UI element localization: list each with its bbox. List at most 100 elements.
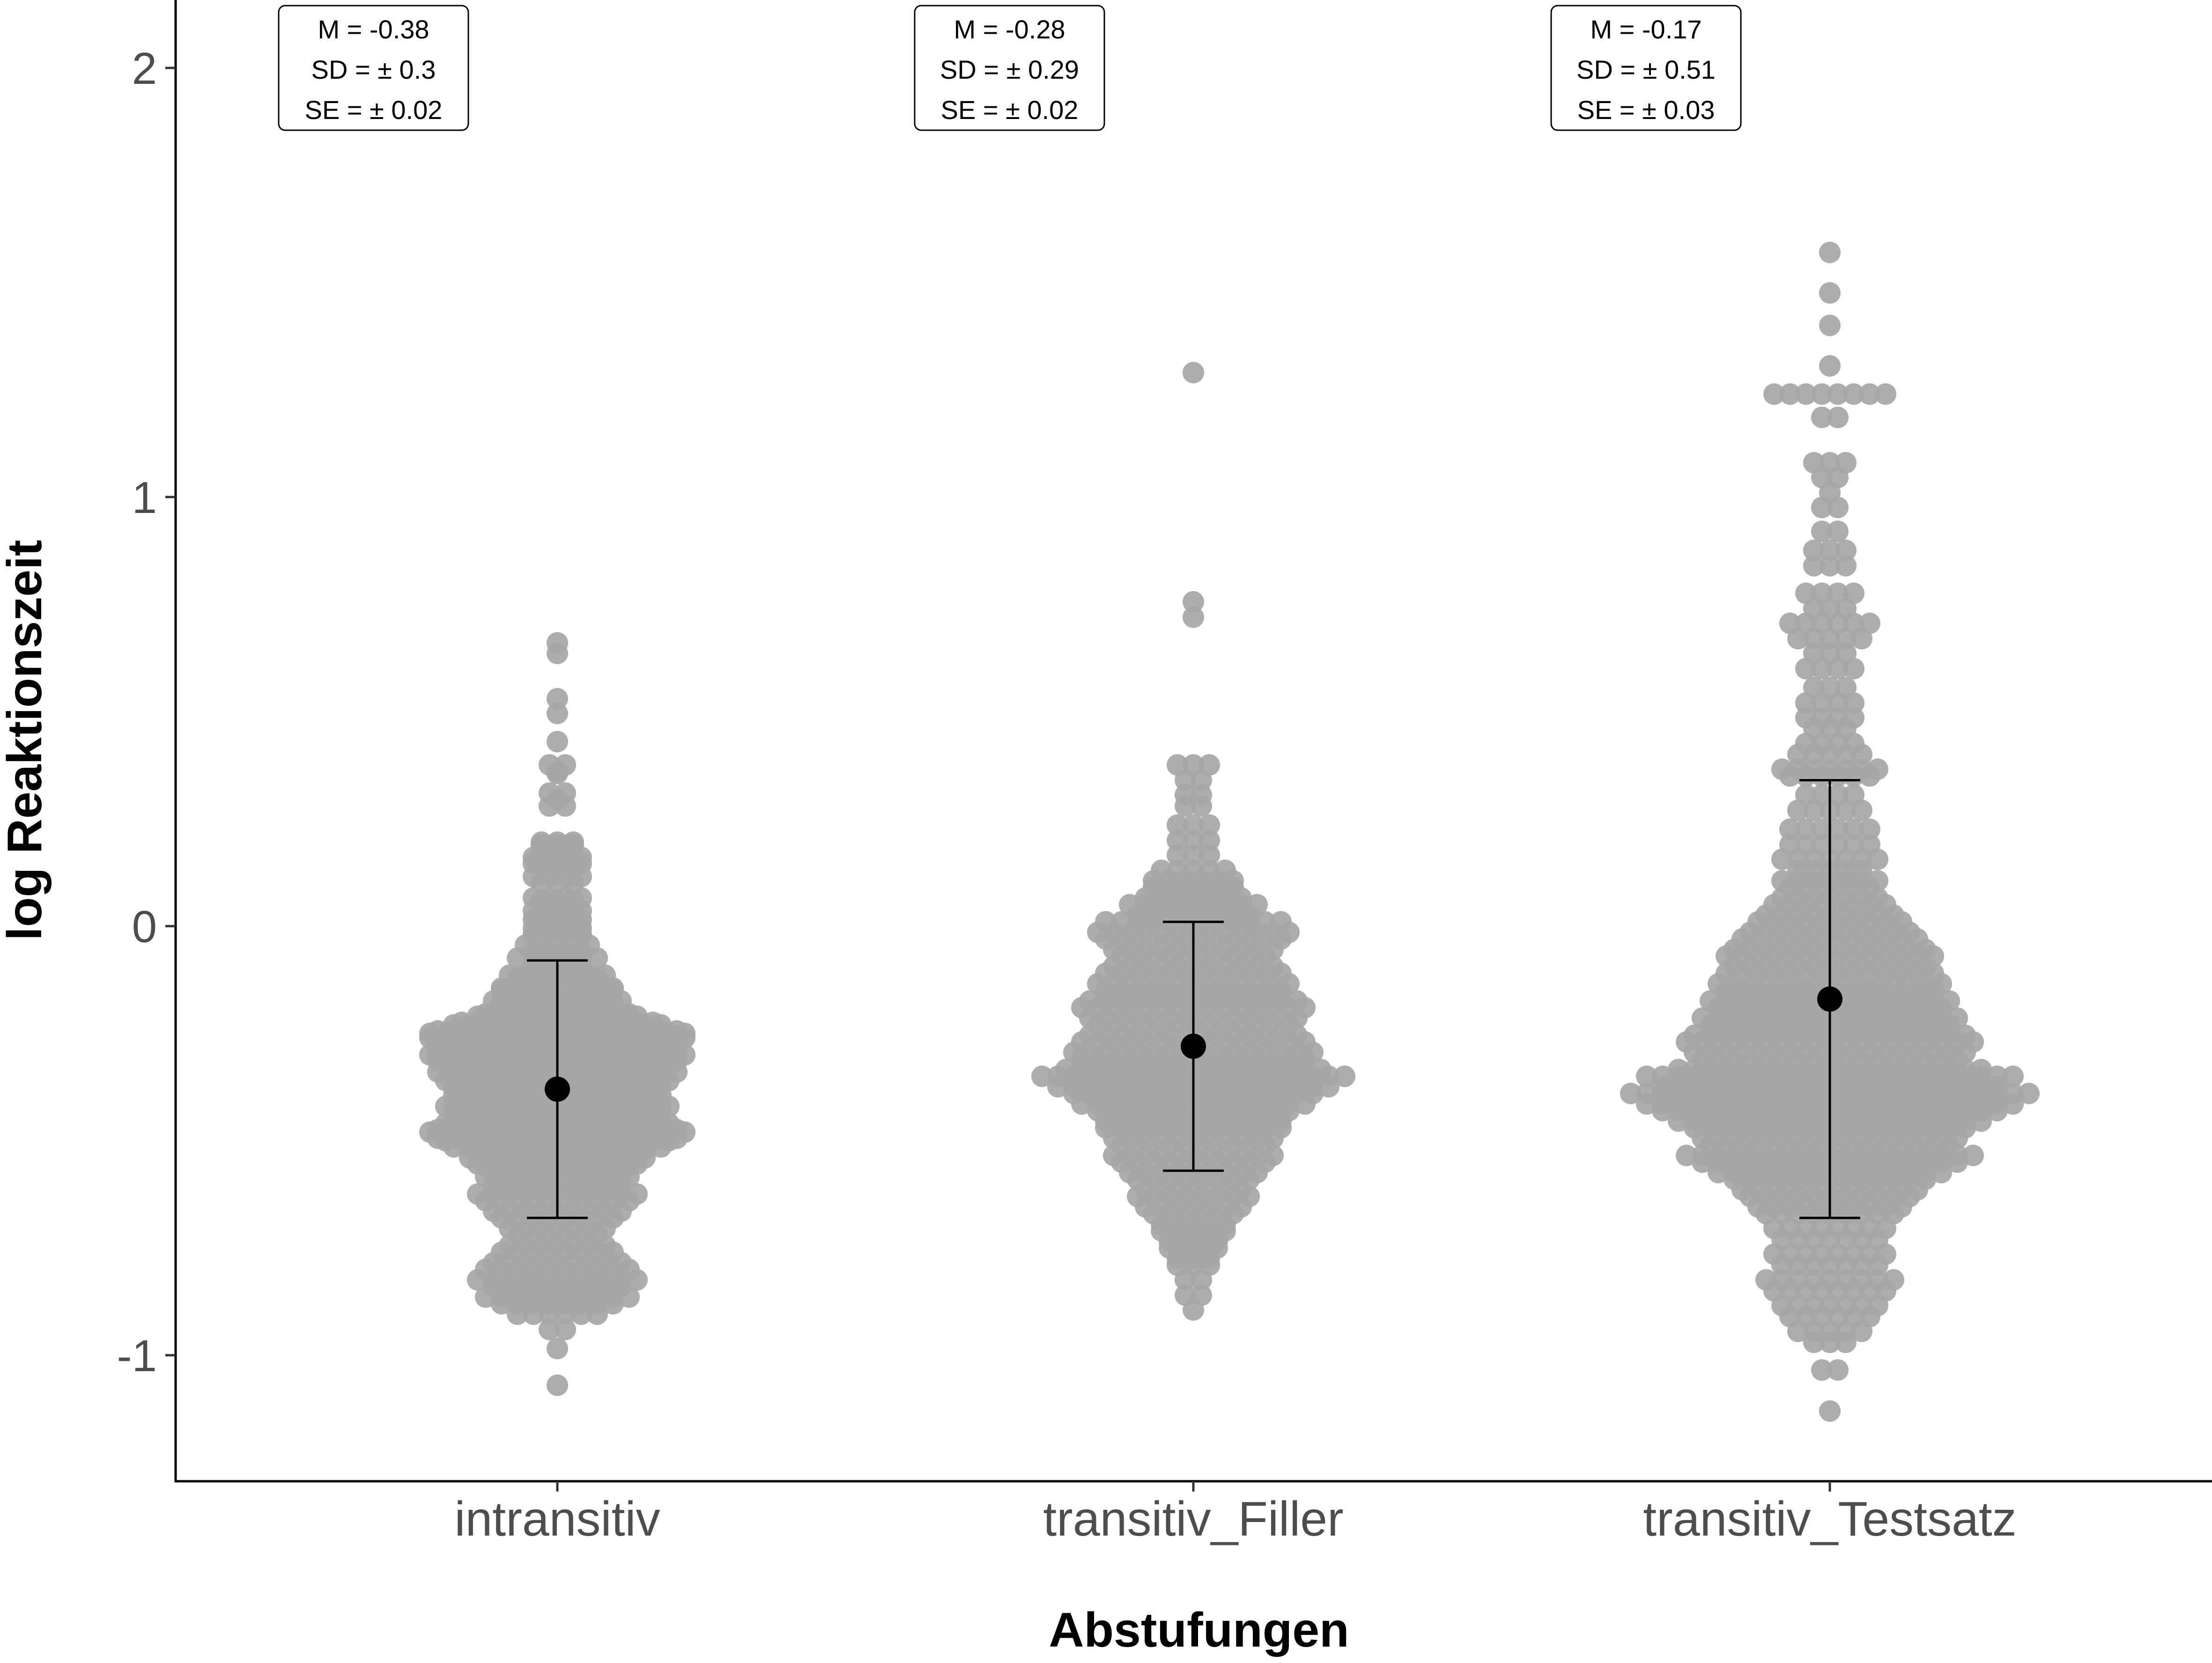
- data-point: [1167, 844, 1188, 866]
- data-point: [1334, 1065, 1355, 1087]
- data-point: [1787, 628, 1809, 650]
- data-point: [1771, 848, 1793, 870]
- data-point: [1779, 818, 1801, 840]
- data-point: [2002, 1065, 2024, 1087]
- data-point: [547, 763, 568, 785]
- data-point: [1811, 407, 1833, 428]
- data-point: [1867, 1254, 1888, 1276]
- data-point: [523, 1303, 544, 1325]
- data-point: [443, 1136, 465, 1158]
- data-point: [547, 703, 568, 724]
- data-point: [1851, 799, 1872, 821]
- data-point: [1652, 1099, 1673, 1121]
- data-point: [1795, 692, 1817, 714]
- data-point: [1787, 1254, 1809, 1276]
- data-point: [1811, 658, 1833, 680]
- data-point: [1835, 743, 1857, 765]
- stats-annotation-line: SE = ± 0.02: [941, 95, 1079, 125]
- data-point: [1787, 799, 1809, 821]
- data-point: [1167, 814, 1188, 836]
- data-point: [1819, 555, 1841, 577]
- data-point: [1859, 765, 1880, 787]
- stats-annotation-line: SE = ± 0.03: [1577, 95, 1715, 125]
- data-point: [1819, 1400, 1841, 1422]
- data-point: [1851, 628, 1872, 650]
- data-point: [1827, 692, 1849, 714]
- stats-annotation-line: M = -0.17: [1590, 15, 1702, 44]
- x-tick-label: intransitiv: [454, 1492, 660, 1546]
- data-point: [1843, 383, 1864, 405]
- data-point: [650, 1136, 672, 1158]
- data-point: [1819, 355, 1841, 377]
- data-point: [1811, 520, 1833, 542]
- data-point: [1779, 383, 1801, 405]
- data-point: [1191, 795, 1212, 817]
- data-point: [1859, 818, 1880, 840]
- data-point: [1175, 1269, 1196, 1291]
- data-point: [586, 1303, 608, 1325]
- data-point: [1183, 606, 1204, 628]
- data-point: [547, 642, 568, 664]
- data-point: [1851, 743, 1872, 765]
- data-point: [1183, 591, 1204, 613]
- data-point: [1803, 799, 1825, 821]
- data-point: [1827, 818, 1849, 840]
- data-point: [547, 688, 568, 710]
- y-axis-title: log Reaktionszeit: [0, 540, 52, 940]
- data-point: [1803, 743, 1825, 765]
- data-point: [1867, 848, 1888, 870]
- x-axis-title: Abstufungen: [1049, 1603, 1349, 1657]
- x-tick-label: transitiv_Filler: [1043, 1492, 1343, 1546]
- data-point: [1819, 539, 1841, 561]
- y-tick-label: -1: [117, 1331, 157, 1381]
- data-point: [1183, 1299, 1204, 1321]
- data-point: [1819, 1331, 1841, 1353]
- data-point: [2018, 1083, 2040, 1105]
- data-point: [1167, 829, 1188, 851]
- data-point: [1811, 383, 1833, 405]
- data-point: [1198, 844, 1220, 866]
- stats-annotation: M = -0.17 SD = ± 0.51 SE = ± 0.03: [1550, 5, 1742, 131]
- mean-point: [1181, 1033, 1206, 1059]
- data-point: [1771, 1254, 1793, 1276]
- data-point: [1851, 1321, 1872, 1342]
- data-point: [1183, 362, 1204, 384]
- data-point: [1191, 1269, 1212, 1291]
- data-point: [547, 1374, 568, 1396]
- data-point: [1827, 1359, 1849, 1381]
- data-point: [1835, 1331, 1857, 1353]
- data-point: [1835, 539, 1857, 561]
- stats-annotation-line: SD = ± 0.29: [940, 55, 1079, 84]
- data-point: [570, 1303, 592, 1325]
- data-point: [539, 1319, 560, 1340]
- data-point: [1620, 1083, 1642, 1105]
- stats-annotation-box: [1550, 5, 1742, 131]
- data-point: [1811, 818, 1833, 840]
- data-point: [1795, 818, 1817, 840]
- annotations-layer: M = -0.38 SD = ± 0.3 SE = ± 0.02 M = -0.28 S…: [278, 5, 1742, 131]
- data-point: [1183, 814, 1204, 836]
- data-point: [555, 1319, 576, 1340]
- stats-annotation-line: SE = ± 0.02: [305, 95, 443, 125]
- summary-layer: [527, 779, 1860, 1219]
- data-point: [602, 1293, 624, 1315]
- data-point: [507, 1303, 528, 1325]
- data-point: [1795, 658, 1817, 680]
- data-point: [1811, 1359, 1833, 1381]
- data-point: [555, 795, 576, 817]
- data-point: [1175, 795, 1196, 817]
- data-point: [1811, 692, 1833, 714]
- data-point: [555, 1303, 576, 1325]
- data-point: [1851, 1254, 1872, 1276]
- data-point: [1183, 844, 1204, 866]
- data-point: [1819, 314, 1841, 336]
- data-point: [1819, 282, 1841, 304]
- data-point: [1843, 818, 1864, 840]
- y-tick-label: 1: [132, 473, 157, 523]
- data-point: [1198, 814, 1220, 836]
- data-point: [1763, 383, 1785, 405]
- data-point: [1827, 497, 1849, 519]
- data-point: [1803, 539, 1825, 561]
